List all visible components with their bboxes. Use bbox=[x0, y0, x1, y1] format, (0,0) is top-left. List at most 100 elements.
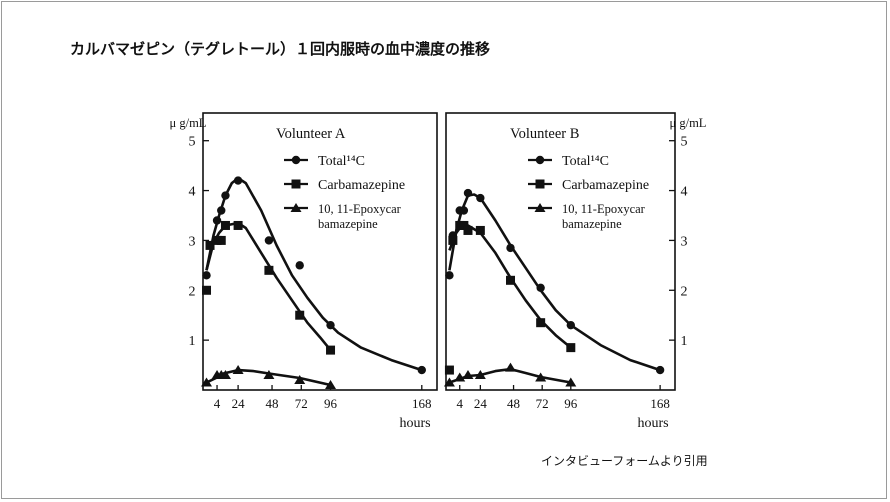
source-note: インタビューフォームより引用 bbox=[541, 454, 708, 468]
series-triangle bbox=[443, 362, 577, 387]
data-point-circle bbox=[506, 243, 515, 253]
y-tick-label: 5 bbox=[681, 135, 688, 150]
data-point-circle bbox=[463, 188, 473, 198]
data-point-square bbox=[448, 235, 458, 245]
data-point-triangle bbox=[565, 377, 577, 387]
data-point-circle bbox=[233, 176, 243, 185]
y-axis-label: μ g/mL bbox=[170, 116, 207, 130]
data-point-square bbox=[463, 225, 473, 235]
x-tick-label: 24 bbox=[474, 396, 488, 411]
data-point-triangle bbox=[325, 380, 337, 390]
x-tick-label: 4 bbox=[456, 396, 463, 411]
series-circle bbox=[445, 188, 665, 375]
y-tick-label: 5 bbox=[189, 135, 196, 150]
series-square bbox=[444, 220, 576, 375]
x-tick-label: 72 bbox=[295, 396, 308, 411]
legend-label: 10, 11-Epoxycar bbox=[562, 202, 646, 216]
data-point-triangle bbox=[263, 370, 275, 380]
y-tick-label: 1 bbox=[681, 334, 688, 349]
plot-frame bbox=[445, 112, 676, 391]
y-tick-label: 4 bbox=[681, 185, 688, 200]
data-point-square bbox=[216, 235, 226, 245]
y-tick-label: 4 bbox=[189, 185, 196, 200]
x-axis-label: hours bbox=[399, 416, 430, 431]
data-point-square bbox=[220, 220, 230, 230]
x-tick-label: 72 bbox=[536, 396, 549, 411]
data-point-triangle bbox=[232, 365, 244, 375]
legend-item-square: Carbamazepine bbox=[284, 178, 405, 193]
slide-title: カルバマゼピン（テグレトール）１回内服時の血中濃度の推移 bbox=[70, 40, 491, 58]
legend-square-marker bbox=[535, 179, 545, 189]
data-point-square bbox=[326, 345, 336, 355]
series-line bbox=[205, 176, 423, 372]
data-point-triangle bbox=[535, 372, 547, 382]
data-point-circle bbox=[295, 261, 304, 270]
legend-label: Total¹⁴C bbox=[562, 154, 609, 169]
x-tick-label: 96 bbox=[324, 396, 338, 411]
data-point-square bbox=[536, 318, 546, 328]
panel-title: Volunteer B bbox=[510, 126, 579, 142]
data-point-circle bbox=[202, 271, 211, 280]
data-point-triangle bbox=[294, 375, 306, 385]
legend-triangle-marker bbox=[534, 203, 546, 212]
data-point-square bbox=[202, 285, 212, 295]
data-point-triangle bbox=[462, 370, 474, 380]
data-point-triangle bbox=[201, 377, 213, 387]
legend-circle-marker bbox=[291, 155, 301, 165]
legend-label: Carbamazepine bbox=[562, 178, 649, 193]
data-point-circle bbox=[417, 365, 426, 375]
legend-item-circle: Total¹⁴C bbox=[284, 154, 365, 169]
series-line bbox=[448, 193, 661, 372]
legend-item-circle: Total¹⁴C bbox=[528, 154, 609, 169]
data-point-circle bbox=[536, 283, 545, 292]
data-point-circle bbox=[459, 206, 469, 215]
data-point-triangle bbox=[505, 362, 517, 372]
data-point-square bbox=[295, 310, 305, 320]
data-point-triangle bbox=[454, 372, 466, 382]
data-point-circle bbox=[476, 193, 485, 203]
legend-label: Total¹⁴C bbox=[318, 154, 365, 169]
x-axis-label: hours bbox=[637, 416, 668, 431]
series-square bbox=[202, 220, 336, 355]
data-point-triangle bbox=[474, 370, 486, 380]
y-tick-label: 1 bbox=[189, 334, 196, 349]
data-point-square bbox=[205, 240, 215, 250]
plot-frame bbox=[202, 112, 438, 391]
data-point-triangle bbox=[443, 377, 455, 387]
data-point-square bbox=[566, 343, 576, 353]
y-axis-label: μ g/mL bbox=[670, 116, 707, 130]
legend-label: Carbamazepine bbox=[318, 178, 405, 193]
data-point-circle bbox=[655, 365, 665, 375]
data-point-square bbox=[475, 225, 485, 235]
x-tick-label: 168 bbox=[412, 396, 432, 411]
y-tick-label: 3 bbox=[189, 234, 196, 249]
data-point-circle bbox=[221, 191, 230, 200]
data-point-circle bbox=[264, 236, 274, 245]
panel-title: Volunteer A bbox=[276, 126, 346, 142]
data-point-square bbox=[459, 220, 469, 230]
x-tick-label: 4 bbox=[214, 396, 221, 411]
data-point-square bbox=[233, 220, 243, 230]
data-point-square bbox=[264, 265, 274, 275]
legend-item-square: Carbamazepine bbox=[528, 178, 649, 193]
legend-label: 10, 11-Epoxycar bbox=[318, 202, 402, 216]
x-tick-label: 48 bbox=[266, 396, 279, 411]
data-point-circle bbox=[212, 216, 222, 225]
x-tick-label: 48 bbox=[507, 396, 520, 411]
chart-panel-left: 1 2 3 4 5 μ g/mL 4 24 48 72 96 168 hours Volunteer A T… bbox=[170, 112, 438, 431]
series-line bbox=[205, 221, 332, 351]
x-tick-label: 24 bbox=[232, 396, 246, 411]
legend-circle-marker bbox=[535, 155, 545, 165]
legend-triangle-marker bbox=[290, 203, 302, 212]
data-point-square bbox=[506, 275, 516, 285]
legend-label-line2: bamazepine bbox=[318, 217, 378, 231]
data-point-triangle bbox=[219, 370, 231, 380]
data-point-circle bbox=[217, 206, 226, 215]
y-tick-label: 2 bbox=[189, 284, 196, 299]
x-tick-label: 168 bbox=[650, 396, 670, 411]
x-tick-label: 96 bbox=[564, 396, 578, 411]
data-point-square bbox=[444, 365, 454, 375]
